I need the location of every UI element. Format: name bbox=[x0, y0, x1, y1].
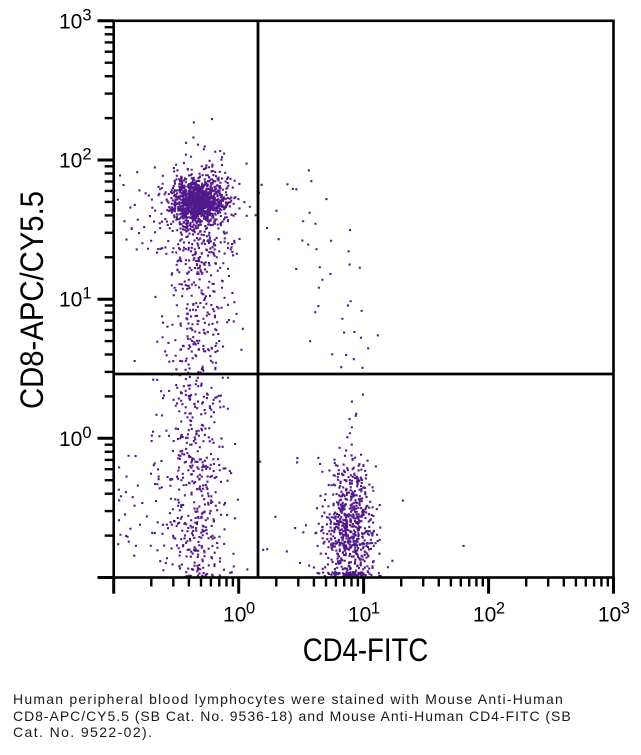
svg-text:10: 10 bbox=[473, 604, 496, 627]
svg-text:2: 2 bbox=[496, 600, 505, 618]
svg-text:10: 10 bbox=[223, 604, 246, 627]
svg-text:3: 3 bbox=[621, 600, 630, 618]
svg-text:101: 101 bbox=[59, 285, 92, 312]
svg-text:102: 102 bbox=[59, 146, 92, 173]
svg-text:0: 0 bbox=[246, 600, 255, 618]
svg-text:CD8-APC/CY5.5: CD8-APC/CY5.5 bbox=[14, 191, 50, 409]
svg-text:10: 10 bbox=[598, 604, 621, 627]
svg-text:10: 10 bbox=[348, 604, 371, 627]
svg-text:100: 100 bbox=[59, 424, 92, 451]
svg-text:CD4-FITC: CD4-FITC bbox=[303, 632, 429, 668]
svg-text:103: 103 bbox=[59, 6, 92, 33]
svg-text:1: 1 bbox=[371, 600, 380, 618]
